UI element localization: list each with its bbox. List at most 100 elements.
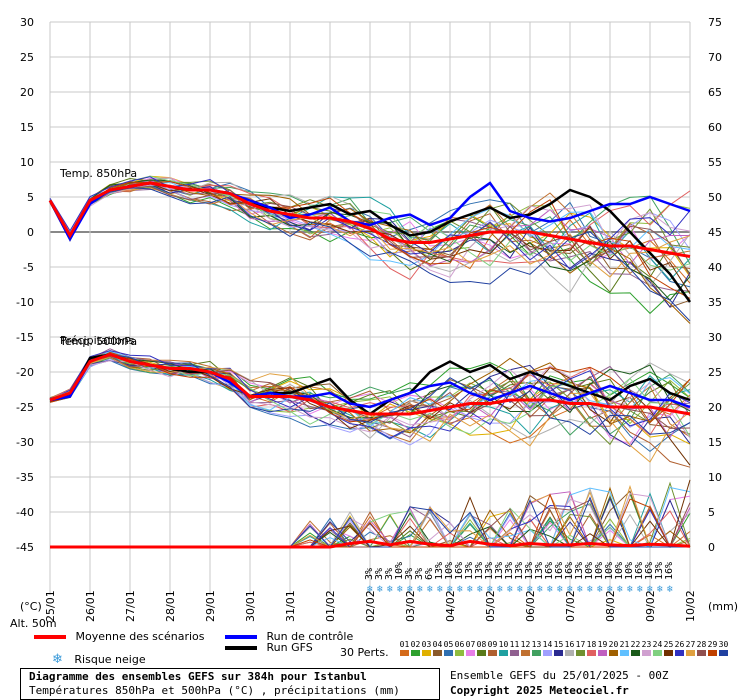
snow-risk-label: 3%: [364, 568, 375, 580]
legend-mean-swatch: [34, 635, 66, 639]
perturbation-legend-item: 18: [586, 640, 597, 656]
snow-risk-label: 13%: [434, 562, 445, 580]
right-tick-label: 50: [708, 191, 722, 204]
perturbation-line: [49, 182, 691, 294]
x-tick-label: 07/02: [564, 590, 577, 622]
t500-label: Temp. 500hPa: [59, 335, 137, 348]
snow-risk-label: 10%: [444, 562, 455, 580]
perturbation-line: [49, 175, 691, 278]
perturbation-legend-item: 15: [553, 640, 564, 656]
x-tick-label: 03/02: [404, 590, 417, 622]
left-tick-label: -5: [23, 261, 34, 274]
snowflake-icon: ❄: [607, 584, 614, 595]
perturbation-line: [49, 351, 691, 468]
snowflake-icon: ❄: [657, 584, 664, 595]
snow-risk-label: 10%: [394, 562, 405, 580]
right-tick-label: 60: [708, 121, 722, 134]
snow-risk-label: 13%: [514, 562, 525, 580]
left-tick-label: -35: [16, 471, 34, 484]
snowflake-icon: ❄: [557, 584, 564, 595]
left-tick-label: -30: [16, 436, 34, 449]
snow-risk-label: 13%: [484, 562, 495, 580]
snowflake-icon: ❄: [597, 584, 604, 595]
perturbation-legend-item: 03: [421, 640, 432, 656]
snowflake-icon: ❄: [427, 584, 434, 595]
series-line: [49, 352, 691, 416]
right-tick-label: 75: [708, 16, 722, 29]
snowflake-icon: ❄: [487, 584, 494, 595]
snow-risk-row: 3%❄3%❄3%❄10%❄3%❄3%❄6%❄13%❄10%❄16%❄13%❄13…: [364, 562, 675, 595]
legend-snow-label: Risque neige: [74, 653, 146, 666]
snow-risk-label: 3%: [414, 568, 425, 580]
precip-label: Précipitations: [60, 334, 135, 347]
snowflake-icon: ❄: [407, 584, 414, 595]
perturbation-legend-item: 06: [454, 640, 465, 656]
snow-risk-label: 16%: [454, 562, 465, 580]
perturbation-legend-item: 25: [663, 640, 674, 656]
snow-risk-label: 16%: [634, 562, 645, 580]
x-tick-label: 01/02: [324, 590, 337, 622]
perturbation-legend-item: 05: [443, 640, 454, 656]
left-tick-label: -10: [16, 296, 34, 309]
chart-grid: [49, 21, 691, 595]
x-tick-label: 08/02: [604, 590, 617, 622]
footer-run: Ensemble GEFS du 25/01/2025 - 00Z: [450, 669, 669, 682]
legend-gfs-label: Run GFS: [266, 641, 313, 654]
perturbation-line: [49, 187, 691, 322]
t850-label: Temp. 850hPa: [59, 167, 137, 180]
snowflake-icon: ❄: [507, 584, 514, 595]
snowflake-icon: ❄: [517, 584, 524, 595]
right-tick-label: 0: [708, 541, 715, 554]
snowflake-icon: ❄: [447, 584, 454, 595]
snowflake-icon: ❄: [587, 584, 594, 595]
perturbation-legend-item: 09: [487, 640, 498, 656]
snowflake-icon: ❄: [537, 584, 544, 595]
snow-risk-label: 16%: [564, 562, 575, 580]
x-tick-label: 10/02: [684, 590, 697, 622]
right-tick-label: 20: [708, 401, 722, 414]
left-tick-label: -20: [16, 366, 34, 379]
x-tick-label: 31/01: [284, 590, 297, 622]
snow-risk-label: 3%: [384, 568, 395, 580]
snowflake-icon: ❄: [497, 584, 504, 595]
perturbation-legend-item: 12: [520, 640, 531, 656]
snow-risk-label: 10%: [624, 562, 635, 580]
perturbation-line: [49, 185, 691, 281]
snow-risk-label: 13%: [504, 562, 515, 580]
snowflake-icon: ❄: [457, 584, 464, 595]
perturbation-legend-item: 28: [696, 640, 707, 656]
perturbation-legend-item: 11: [509, 640, 520, 656]
snow-risk-label: 13%: [464, 562, 475, 580]
x-tick-label: 27/01: [124, 590, 137, 622]
snowflake-icon: ❄: [367, 584, 374, 595]
x-tick-label: 04/02: [444, 590, 457, 622]
perturbation-legend-item: 07: [465, 640, 476, 656]
right-tick-label: 5: [708, 506, 715, 519]
x-tick-label: 09/02: [644, 590, 657, 622]
legend-mean: Moyenne des scénarios: [34, 630, 204, 643]
snowflake-icon: ❄: [567, 584, 574, 595]
right-tick-label: 30: [708, 331, 722, 344]
snowflake-icon: ❄: [637, 584, 644, 595]
series-line: [50, 539, 691, 549]
left-tick-label: 10: [20, 156, 34, 169]
snow-risk-label: 13%: [474, 562, 485, 580]
snowflake-icon: ❄: [397, 584, 404, 595]
snowflake-icon: ❄: [52, 652, 63, 667]
right-tick-label: 40: [708, 261, 722, 274]
perturbation-line: [49, 176, 691, 271]
snow-risk-label: 16%: [644, 562, 655, 580]
perturbation-legend-item: 20: [608, 640, 619, 656]
right-tick-label: 70: [708, 51, 722, 64]
snow-risk-label: 10%: [594, 562, 605, 580]
snowflake-icon: ❄: [617, 584, 624, 595]
series-line: [48, 181, 691, 258]
snow-risk-label: 3%: [404, 568, 415, 580]
perturbation-legend-item: 24: [652, 640, 663, 656]
perturbation-legend-item: 02: [410, 640, 421, 656]
legend-snow: ❄ Risque neige: [52, 652, 146, 667]
perturbation-legend-item: 08: [476, 640, 487, 656]
perturbation-line: [49, 357, 691, 446]
right-tick-label: 55: [708, 156, 722, 169]
perturbation-legend-item: 23: [641, 640, 652, 656]
